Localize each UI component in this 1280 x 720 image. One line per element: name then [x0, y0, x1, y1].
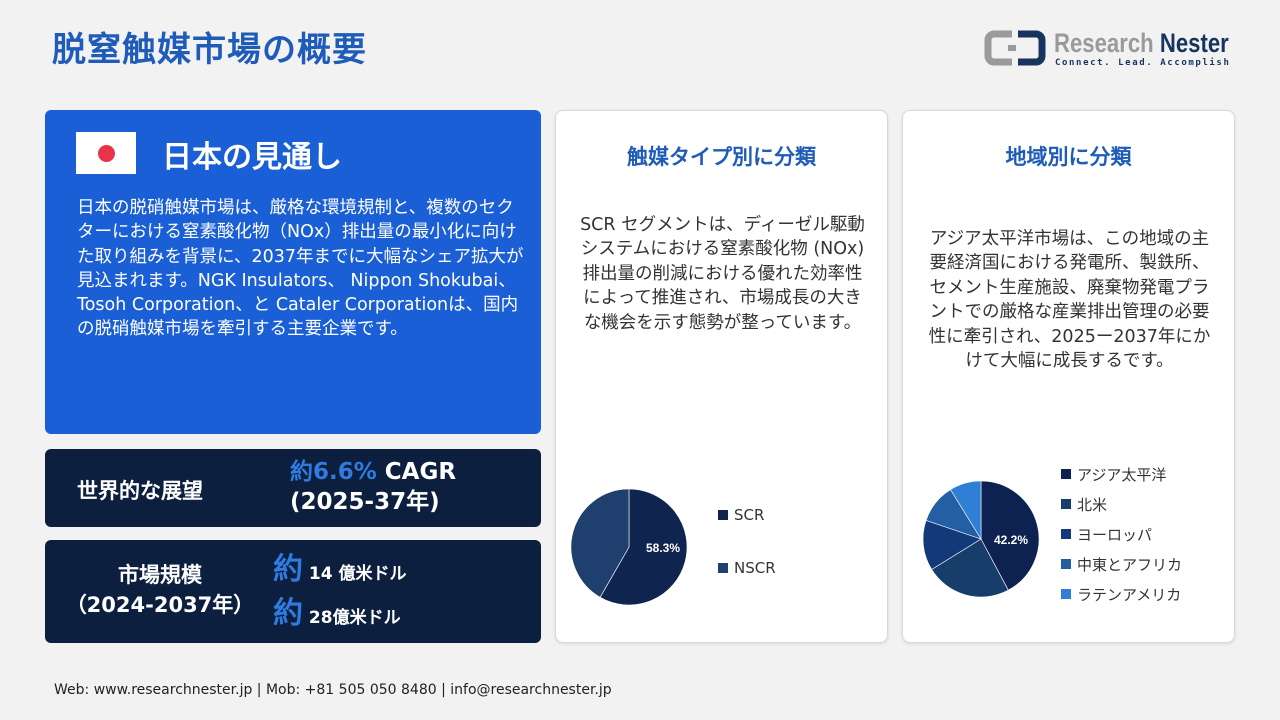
page-title: 脱窒触媒市場の概要 [52, 30, 367, 70]
legend-label: ヨーロッパ [1077, 525, 1153, 544]
legend-label: NSCR [734, 558, 776, 577]
outlook-period: (2025-37年) [290, 489, 440, 515]
logo-tagline: Connect. Lead. Accomplish [1055, 58, 1231, 68]
region-pie-chart: 42.2% [922, 480, 1040, 598]
market-value-2024: 14 億米ドル [308, 564, 407, 584]
legend-item: NSCR [718, 541, 776, 594]
outlook-label: 世界的な展望 [77, 479, 203, 503]
legend-item: アジア太平洋 [1061, 459, 1182, 489]
pie-data-label: 42.2% [994, 533, 1028, 547]
legend-item: ラテンアメリカ [1061, 579, 1182, 609]
market-size-box: 市場規模 （2024-2037年） 約 14 億米ドル 約 28億米ドル [45, 540, 541, 643]
legend-swatch [1061, 499, 1071, 509]
legend-swatch [1061, 469, 1071, 479]
catalyst-type-card: 触媒タイプ別に分類 SCR セグメントは、ディーゼル駆動システムにおける窒素酸化… [555, 110, 888, 643]
catalyst-pie-chart: 58.3% [570, 488, 688, 606]
card2-title: 地域別に分類 [1005, 145, 1132, 169]
outlook-cagr-suffix: CAGR [376, 459, 457, 485]
legend-label: アジア太平洋 [1077, 465, 1167, 484]
market-period: （2024-2037年） [65, 593, 255, 617]
logo-name-b: Nester [1159, 28, 1229, 58]
card1-text: SCR セグメントは、ディーゼル駆動システムにおける窒素酸化物 (NOx) 排出… [580, 215, 865, 333]
market-approx-1: 約 [273, 552, 303, 587]
legend-swatch [718, 562, 728, 573]
market-label: 市場規模 [118, 563, 202, 587]
pie-slice-4 [950, 480, 982, 541]
japan-flag-icon [76, 132, 136, 174]
legend-label: ラテンアメリカ [1077, 585, 1182, 604]
outlook-cagr: 6.6% [313, 459, 377, 485]
legend-swatch [1061, 589, 1071, 599]
pie-slice-1 [570, 488, 630, 598]
catalyst-legend: SCR NSCR [718, 488, 776, 577]
footer-contact: Web: www.researchnester.jp | Mob: +81 50… [54, 682, 612, 698]
pie-slice-0 [980, 480, 1040, 591]
card1-title: 触媒タイプ別に分類 [627, 145, 816, 169]
legend-swatch [1061, 559, 1071, 569]
pie-slice-2 [922, 520, 982, 570]
japan-title: 日本の見通し [162, 140, 342, 175]
legend-label: 北米 [1077, 495, 1108, 514]
region-legend: アジア太平洋 北米ヨーロッパ中東とアフリカ ラテンアメリカ [1061, 459, 1182, 609]
legend-swatch [718, 509, 728, 520]
legend-item: 北米 [1061, 489, 1182, 519]
japan-text: 日本の脱硝触媒市場は、厳格な環境規制と、複数のセクターにおける窒素酸化物（NOx… [77, 198, 524, 340]
market-value-2037: 28億米ドル [308, 608, 401, 628]
legend-item: ヨーロッパ [1061, 519, 1182, 549]
legend-label: SCR [734, 505, 765, 524]
logo-name-a: Research [1054, 28, 1154, 58]
legend-label: 中東とアフリカ [1077, 555, 1183, 574]
card2-text: アジア太平洋市場は、この地域の主要経済国における発電所、製鉄所、セメント生産施設… [928, 229, 1211, 372]
market-approx-2: 約 [273, 596, 303, 631]
legend-item: SCR [718, 488, 776, 541]
legend-swatch [1061, 529, 1071, 539]
logo: Research Nester Connect. Lead. Accomplis… [984, 28, 1234, 72]
pie-slice-0 [599, 488, 688, 606]
outlook-box: 世界的な展望 約6.6% CAGR (2025-37年) [45, 449, 541, 527]
legend-item: 中東とアフリカ [1061, 549, 1182, 579]
region-card: 地域別に分類 アジア太平洋市場は、この地域の主要経済国における発電所、製鉄所、セ… [902, 110, 1235, 643]
outlook-approx: 約 [290, 459, 313, 485]
pie-data-label: 58.3% [646, 541, 680, 555]
pie-slice-1 [931, 538, 1009, 598]
logo-icon [984, 30, 1046, 66]
